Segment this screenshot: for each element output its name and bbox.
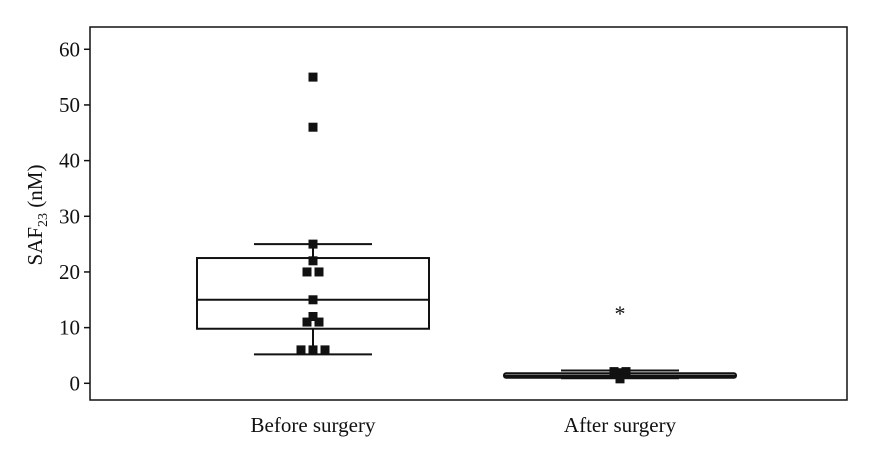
data-point: [609, 367, 619, 377]
y-axis-label-main: SAF: [23, 227, 47, 266]
x-axis: Before surgery After surgery: [251, 413, 677, 437]
y-tick-label: 40: [59, 149, 80, 173]
x-tick-label: Before surgery: [251, 413, 376, 437]
data-point: [302, 267, 312, 277]
y-axis-label: SAF23 (nM): [23, 165, 51, 266]
data-point: [308, 311, 318, 321]
data-point: [320, 345, 330, 355]
plot-frame: [89, 26, 848, 401]
outlier-marker: *: [615, 301, 626, 326]
data-point: [308, 239, 318, 249]
x-tick-label: After surgery: [564, 413, 677, 437]
data-point: [308, 256, 318, 266]
data-point: [615, 374, 625, 384]
y-axis: 0 10 20 30 40 50 60: [59, 37, 90, 395]
data-point: [314, 317, 324, 327]
box-series: *: [196, 72, 737, 384]
data-point: [314, 267, 324, 277]
y-axis-label-unit: (nM): [23, 165, 47, 213]
y-tick-label: 10: [59, 316, 80, 340]
y-tick-label: 50: [59, 93, 80, 117]
data-point: [296, 345, 306, 355]
y-tick-label: 20: [59, 260, 80, 284]
box-group: *: [503, 301, 737, 384]
y-tick-label: 60: [59, 37, 80, 61]
data-point: [308, 345, 318, 355]
data-point: [621, 367, 631, 377]
y-tick-label: 30: [59, 204, 80, 228]
data-point: [308, 72, 318, 82]
box-group: [196, 72, 430, 356]
y-tick-label: 0: [70, 371, 81, 395]
data-point: [308, 122, 318, 132]
y-axis-label-subscript: 23: [36, 213, 51, 227]
data-point: [308, 295, 318, 305]
data-point: [302, 317, 312, 327]
